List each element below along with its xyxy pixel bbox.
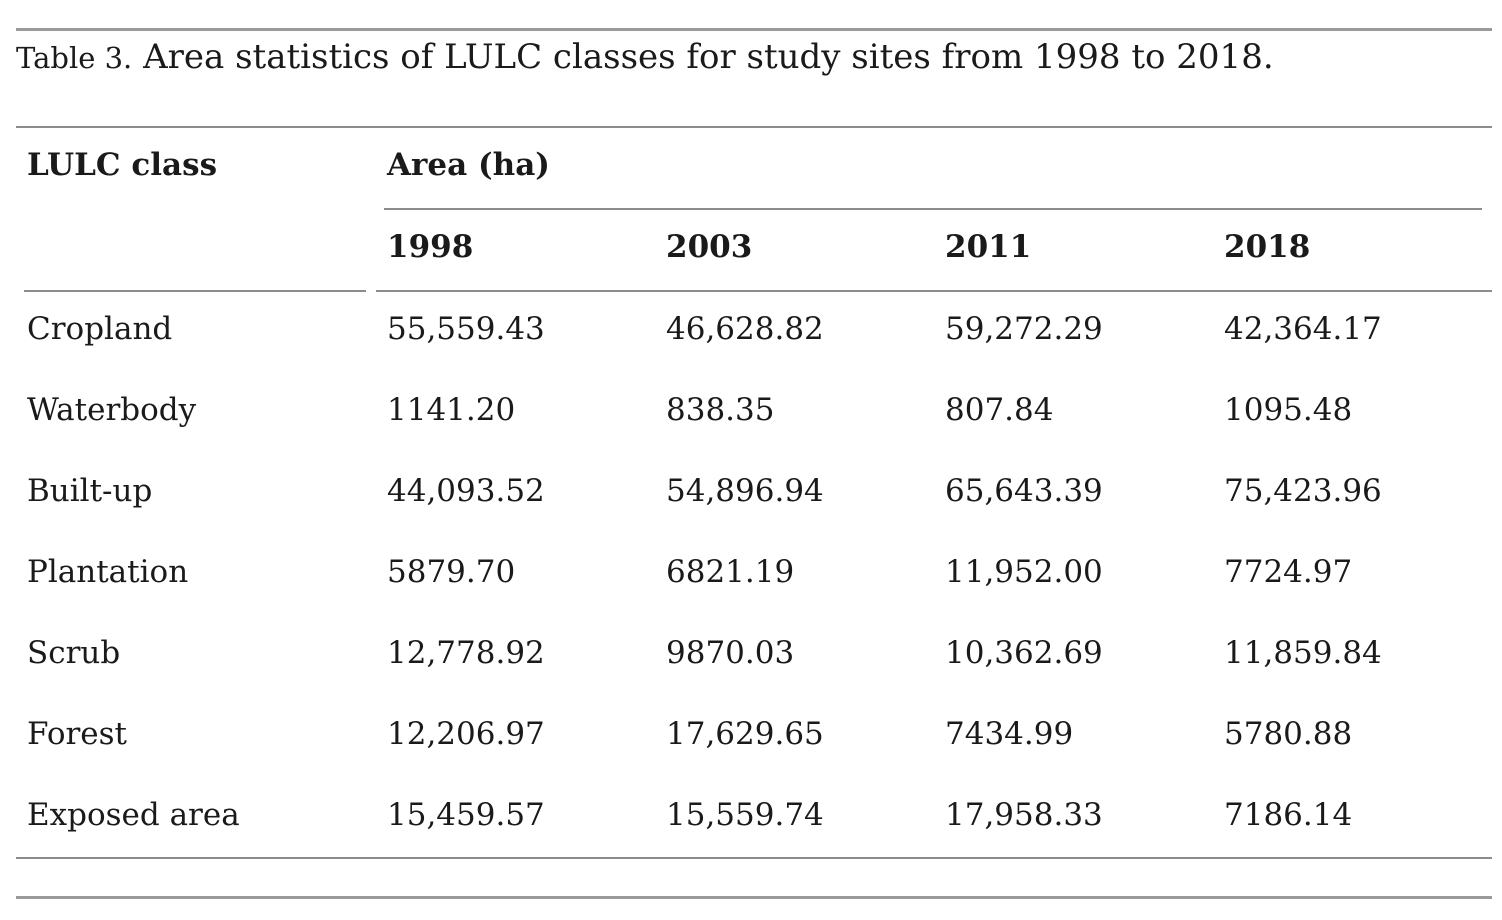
value-cell: 9870.03 — [666, 635, 795, 671]
value-cell: 17,958.33 — [945, 797, 1103, 833]
value-cell: 7434.99 — [945, 716, 1074, 752]
caption-text: Area statistics of LULC classes for stud… — [143, 37, 1274, 77]
year-header-2011: 2011 — [945, 229, 1032, 265]
header-bottom-rule-left — [24, 290, 366, 292]
group-header-rule — [384, 208, 1482, 210]
class-cell: Exposed area — [27, 797, 240, 833]
value-cell: 65,643.39 — [945, 473, 1103, 509]
caption-label: Table 3. — [16, 41, 133, 75]
header-bottom-rule-right — [376, 290, 1492, 292]
value-cell: 7724.97 — [1224, 554, 1353, 590]
value-cell: 1095.48 — [1224, 392, 1353, 428]
group-header: Area (ha) — [387, 147, 550, 183]
class-cell: Cropland — [27, 311, 173, 347]
value-cell: 1141.20 — [387, 392, 516, 428]
value-cell: 15,459.57 — [387, 797, 545, 833]
value-cell: 59,272.29 — [945, 311, 1103, 347]
value-cell: 5780.88 — [1224, 716, 1353, 752]
bottom-rule — [16, 896, 1492, 899]
header-top-rule — [16, 126, 1492, 128]
value-cell: 5879.70 — [387, 554, 516, 590]
value-cell: 15,559.74 — [666, 797, 824, 833]
value-cell: 42,364.17 — [1224, 311, 1382, 347]
value-cell: 6821.19 — [666, 554, 795, 590]
class-cell: Built-up — [27, 473, 153, 509]
value-cell: 44,093.52 — [387, 473, 545, 509]
table-bottom-rule — [16, 857, 1492, 859]
value-cell: 807.84 — [945, 392, 1054, 428]
year-header-2003: 2003 — [666, 229, 753, 265]
value-cell: 12,206.97 — [387, 716, 545, 752]
value-cell: 55,559.43 — [387, 311, 545, 347]
class-cell: Forest — [27, 716, 128, 752]
year-header-2018: 2018 — [1224, 229, 1311, 265]
class-cell: Plantation — [27, 554, 189, 590]
top-rule — [16, 28, 1492, 31]
value-cell: 12,778.92 — [387, 635, 545, 671]
class-cell: Waterbody — [27, 392, 197, 428]
row-header: LULC class — [27, 147, 218, 183]
table-caption: Table 3. Area statistics of LULC classes… — [16, 34, 1274, 81]
year-header-1998: 1998 — [387, 229, 474, 265]
value-cell: 54,896.94 — [666, 473, 824, 509]
value-cell: 46,628.82 — [666, 311, 824, 347]
value-cell: 75,423.96 — [1224, 473, 1382, 509]
value-cell: 11,952.00 — [945, 554, 1103, 590]
class-cell: Scrub — [27, 635, 121, 671]
value-cell: 11,859.84 — [1224, 635, 1382, 671]
value-cell: 10,362.69 — [945, 635, 1103, 671]
value-cell: 17,629.65 — [666, 716, 824, 752]
value-cell: 838.35 — [666, 392, 775, 428]
value-cell: 7186.14 — [1224, 797, 1353, 833]
